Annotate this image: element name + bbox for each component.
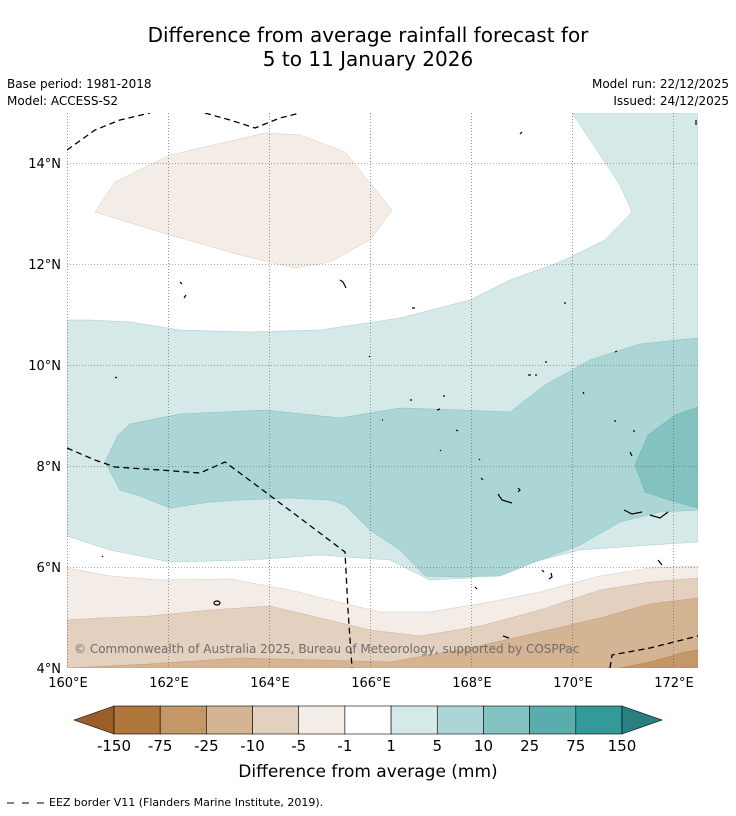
lat-tick-label: 14°N [28,157,61,172]
model-name: Model: ACCESS-S2 [7,94,119,108]
colorbar-cell [159,705,207,735]
lon-tick-label: 162°E [149,676,189,691]
colorbar-cell [344,705,392,735]
title-line-2: 5 to 11 January 2026 [262,47,474,71]
colorbar-tick-label: 75 [566,737,585,755]
colorbar-tick-label: 150 [608,737,637,755]
colorbar-tick-label: -150 [97,737,131,755]
lon-tick-label: 166°E [351,676,391,691]
lon-tick-label: 168°E [452,676,492,691]
colorbar-tick-label: -5 [291,737,306,755]
wet-region-10-25 [634,406,698,509]
colorbar-cell [436,705,484,735]
lon-axis: 160°E 162°E 164°E 166°E 168°E 170°E 172°… [48,676,694,691]
lon-tick-label: 172°E [654,676,694,691]
colorbar-tick-label: 25 [520,737,539,755]
lat-tick-label: 12°N [28,258,61,273]
dry-region-north [94,132,393,269]
colorbar-cell [483,705,530,735]
lat-tick-label: 10°N [28,359,61,374]
colorbar-cell [206,705,253,735]
colorbar-cell [113,705,161,735]
eez-legend-text: EEZ border V11 (Flanders Marine Institut… [49,796,324,809]
copyright-notice: © Commonwealth of Australia 2025, Bureau… [74,642,579,656]
dry-region-south-4 [619,649,698,668]
lat-tick-label: 8°N [37,460,62,475]
lon-tick-label: 170°E [553,676,593,691]
colorbar-tick-label: 1 [386,737,396,755]
dry-region-south-3 [67,597,698,668]
islands [101,120,697,639]
eez-borders [67,113,698,668]
colorbar-tick-label: -75 [148,737,173,755]
colorbar-tick-label: -10 [240,737,265,755]
colorbar-tick-label: -25 [194,737,219,755]
colorbar-title: Difference from average (mm) [238,762,498,782]
map-plot-area: © Commonwealth of Australia 2025, Bureau… [67,113,698,668]
colorbar-arrow-right [621,705,663,735]
lat-tick-label: 6°N [37,561,62,576]
lon-tick-label: 160°E [48,676,88,691]
colorbar: -150 -75 -25 -10 -5 -1 1 5 10 25 75 150 [73,705,663,755]
colorbar-arrow-left [73,705,115,735]
lon-tick-label: 164°E [250,676,290,691]
title-line-1: Difference from average rainfall forecas… [147,23,589,47]
colorbar-tick-label: -1 [337,737,352,755]
colorbar-tick-label: 10 [474,737,493,755]
colorbar-tick-label: 5 [432,737,442,755]
issued-date: Issued: 24/12/2025 [613,94,729,108]
base-period: Base period: 1981-2018 [7,77,152,91]
colorbar-cell [298,705,346,735]
model-run: Model run: 22/12/2025 [591,77,729,91]
colorbar-cell [529,705,577,735]
wet-region-5-10 [104,337,698,578]
lat-tick-label: 4°N [37,662,62,677]
colorbar-cell [390,705,438,735]
colorbar-cell [252,705,300,735]
graticule [67,113,698,668]
colorbar-cell [575,705,623,735]
lat-axis: 14°N 12°N 10°N 8°N 6°N 4°N [28,157,61,677]
